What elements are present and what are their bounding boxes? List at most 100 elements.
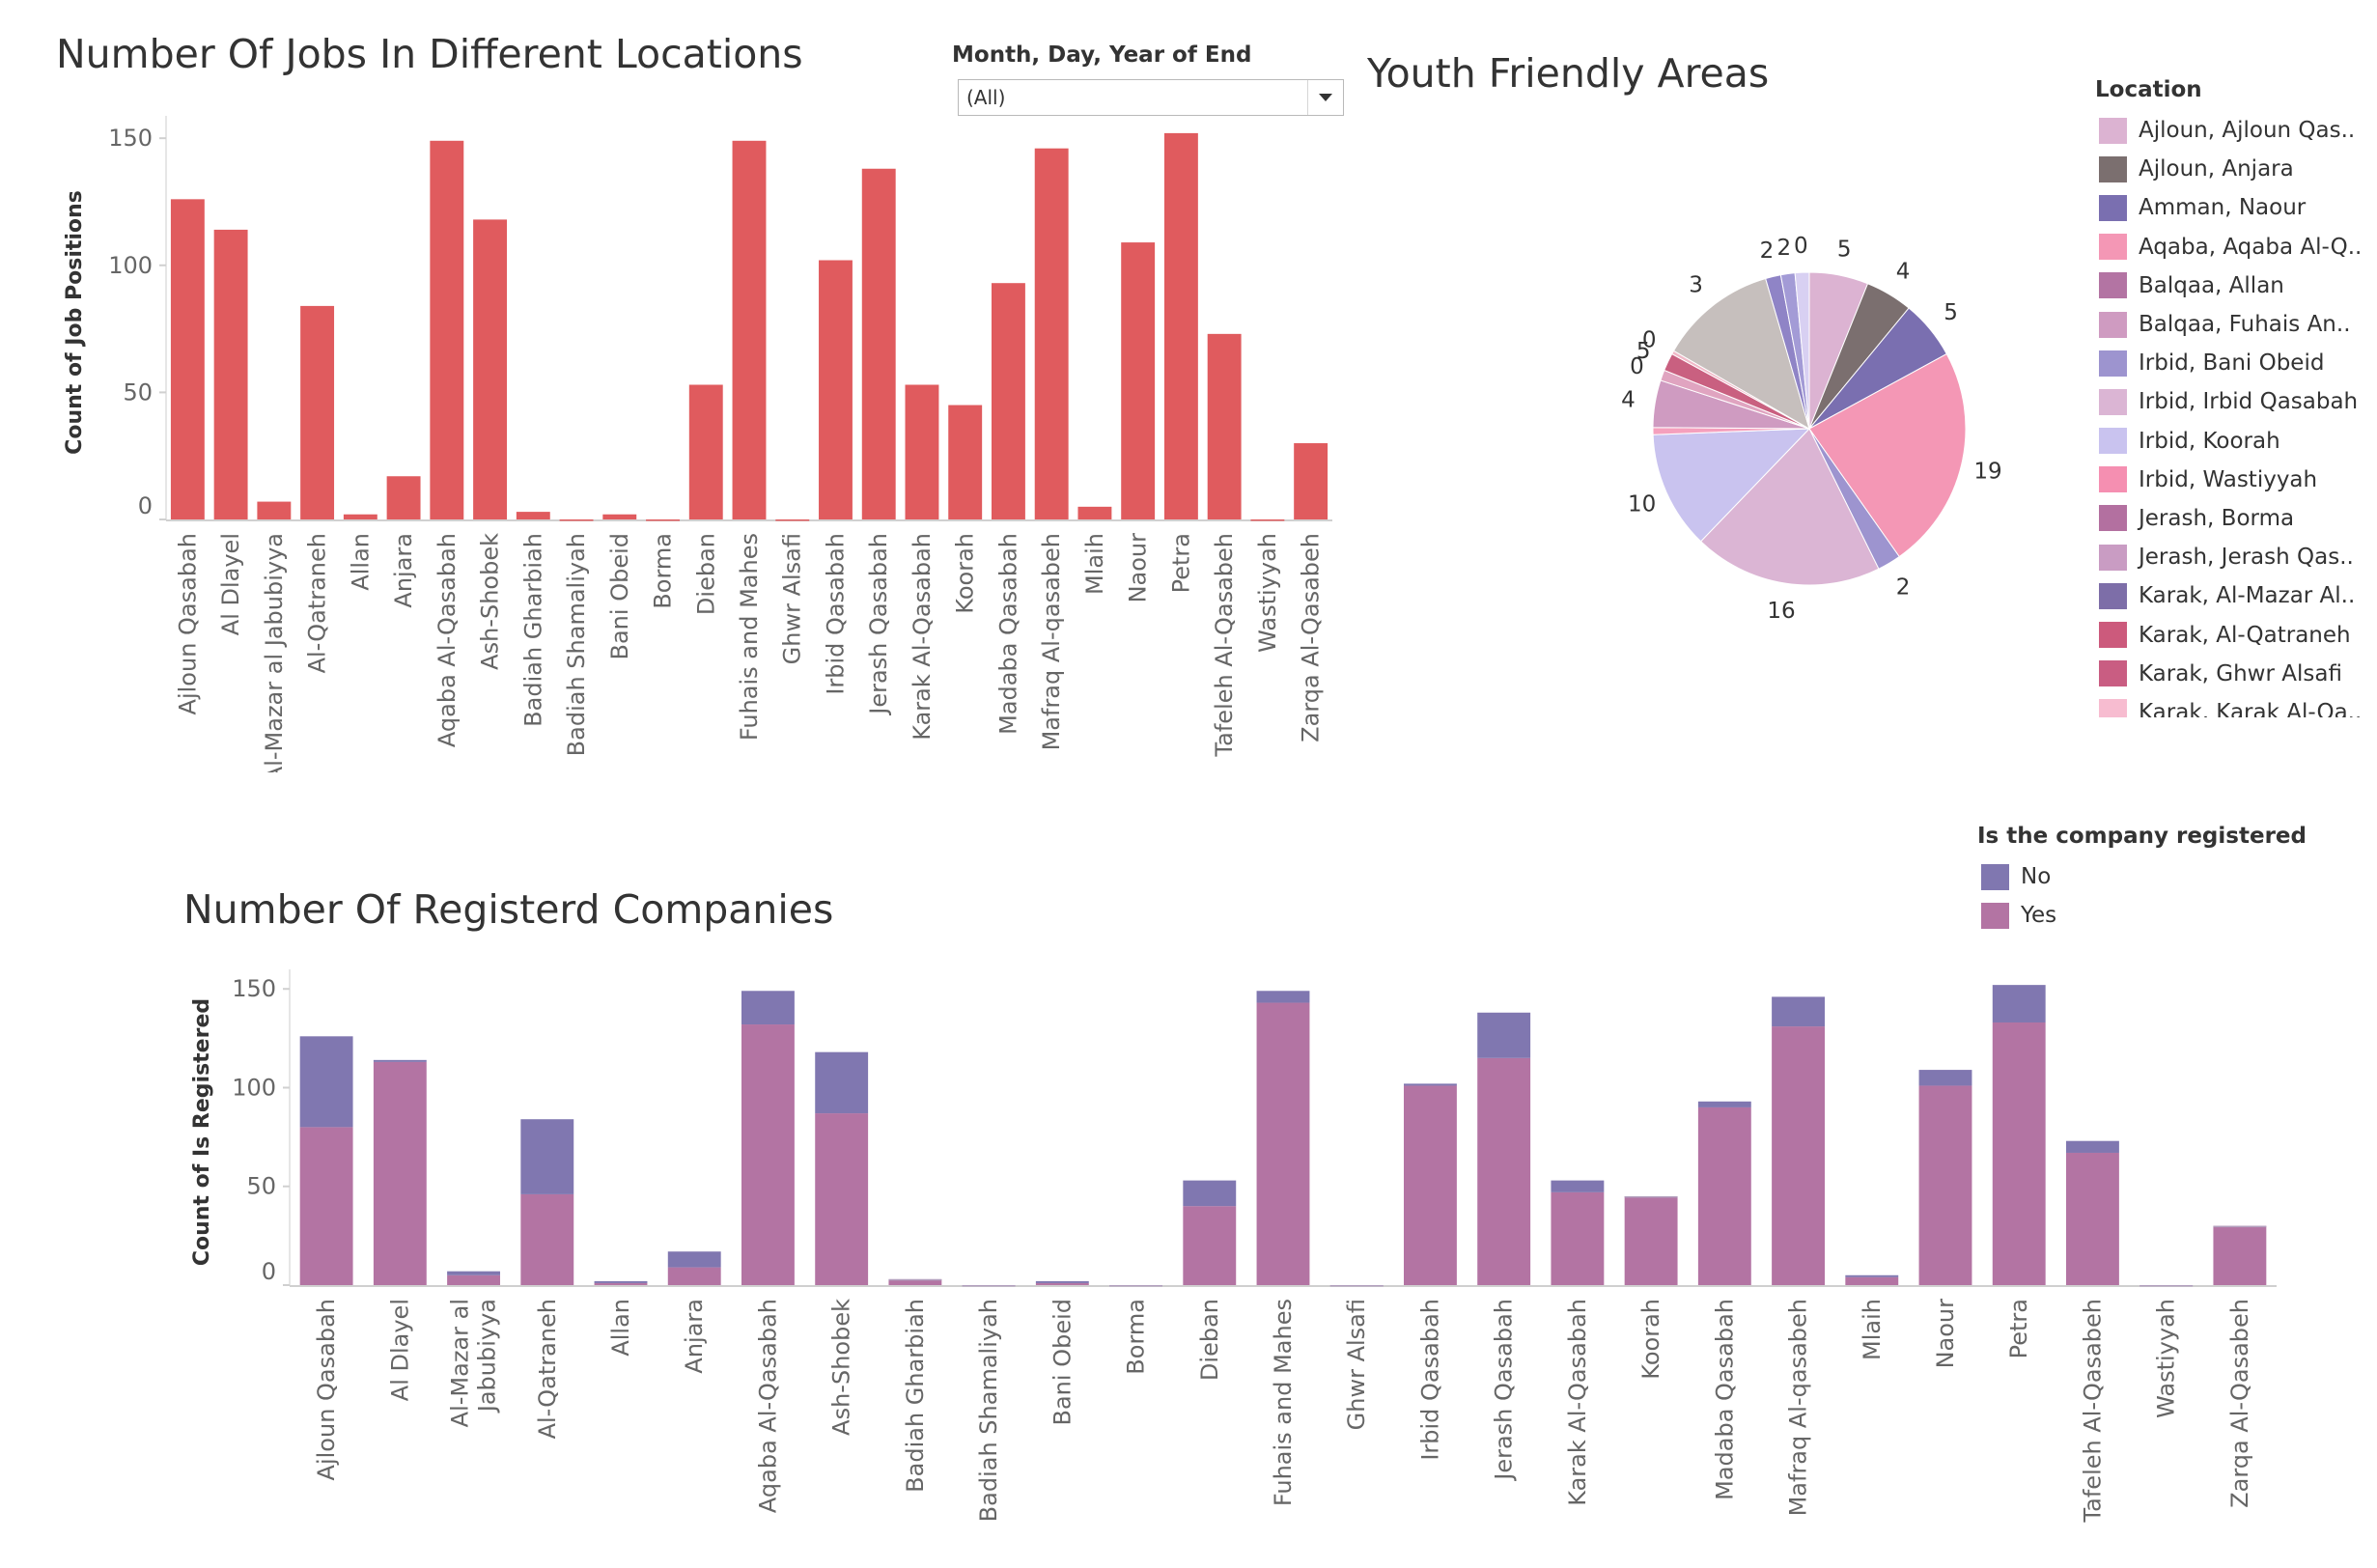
x-tick-label: Al-Mazar al Jabubiyya [261, 533, 288, 772]
legend-label: Ajloun, Anjara [2139, 156, 2294, 182]
date-filter-value: (All) [966, 86, 1006, 109]
jobs-chart-panel: Number Of Jobs In Different Locations 0 5… [0, 0, 1371, 772]
location-legend[interactable]: Ajloun, Ajloun Qas.. Ajloun, Anjara Amman,… [2099, 111, 2369, 717]
pie-slice-label: 2 [1760, 238, 1775, 264]
y-axis-title: Count of Job Positions [63, 190, 87, 455]
pie-slice-label: 5 [1636, 339, 1651, 364]
bar [1077, 506, 1112, 519]
bar-segment-no [1845, 1274, 1899, 1277]
x-tick-label: Anjara [390, 533, 417, 608]
legend-item[interactable]: Karak, Karak Al-Qa.. [2099, 693, 2369, 717]
bar-segment-yes [1256, 1002, 1310, 1285]
date-filter-dropdown[interactable]: (All) [958, 79, 1344, 116]
x-tick-label: Al-Qatraneh [534, 1299, 561, 1439]
y-tick-label: 0 [138, 492, 153, 519]
pie-slice-label: 4 [1896, 260, 1911, 285]
bar-segment-yes [962, 1285, 1016, 1287]
legend-label: Balqaa, Fuhais An.. [2139, 312, 2351, 338]
x-tick-label: Irbid Qasabah [822, 533, 849, 695]
bar-segment-yes [1183, 1206, 1237, 1285]
bar-segment-no [1035, 1280, 1089, 1283]
legend-swatch [2099, 155, 2127, 182]
bar-segment-no [1256, 991, 1310, 1003]
bar [1294, 443, 1328, 519]
pie-slice [1672, 277, 1810, 431]
legend-item[interactable]: Ajloun, Anjara [2099, 150, 2369, 188]
y-tick-label: 100 [232, 1074, 276, 1101]
x-tick-label: Tafeleh Al-Qasabeh [1211, 533, 1238, 758]
legend-item[interactable]: Balqaa, Allan [2099, 266, 2369, 305]
legend-swatch [2099, 544, 2127, 571]
legend-label: Jerash, Jerash Qas.. [2139, 545, 2354, 571]
date-filter-label: Month, Day, Year of End [952, 42, 1252, 68]
bar [559, 519, 594, 521]
legend-item-no[interactable]: No [1981, 857, 2271, 896]
x-tick-label: Borma [650, 533, 677, 609]
pie-slice-label: 0 [1642, 327, 1657, 352]
legend-label: Irbid, Irbid Qasabah [2139, 389, 2359, 415]
bar [991, 283, 1025, 519]
x-tick-label: Petra [1167, 533, 1194, 593]
y-axis-title: Count of Is Registered [190, 998, 214, 1266]
bar-segment-no [1624, 1195, 1678, 1198]
legend-item[interactable]: Karak, Al-Qatraneh [2099, 615, 2369, 654]
y-tick-label: 150 [108, 125, 153, 152]
x-tick-label: Wastiyyah [1254, 533, 1281, 653]
bar [905, 384, 939, 519]
x-tick-label: Bani Obeid [606, 533, 633, 659]
bar-segment-yes [1329, 1285, 1384, 1287]
bar-segment-yes [2139, 1285, 2194, 1287]
legend-item[interactable]: Karak, Ghwr Alsafi [2099, 655, 2369, 693]
x-tick-label: Al Dlayel [386, 1299, 413, 1401]
legend-item-yes[interactable]: Yes [1981, 896, 2271, 935]
bar-segment-no [1329, 1285, 1384, 1287]
bar [1034, 148, 1069, 520]
bar-segment-no [1477, 1012, 1531, 1058]
x-tick-label: Badiah Shamaliyah [975, 1299, 1002, 1522]
legend-item[interactable]: Karak, Al-Mazar Al.. [2099, 576, 2369, 615]
pie-slice-label: 5 [1837, 237, 1852, 262]
x-tick-label: Allan [347, 533, 374, 591]
pie-slice-label: 0 [1794, 234, 1808, 259]
legend-item[interactable]: Jerash, Borma [2099, 499, 2369, 538]
bar-segment-no [520, 1119, 574, 1194]
legend-item[interactable]: Aqaba, Aqaba Al-Q.. [2099, 228, 2369, 266]
registered-chart-title: Number Of Registerd Companies [183, 886, 834, 933]
legend-item[interactable]: Irbid, Koorah [2099, 422, 2369, 461]
bar-segment-no [1697, 1101, 1751, 1107]
legend-label: Karak, Karak Al-Qa.. [2139, 699, 2363, 717]
bar [213, 229, 248, 519]
chevron-down-icon[interactable] [1307, 80, 1343, 115]
jobs-bar-chart: 0 50 100 150 Count of Job Positions Ajloun Qa… [63, 116, 1332, 772]
legend-swatch [2099, 234, 2127, 261]
bar [688, 384, 723, 519]
legend-item[interactable]: Irbid, Irbid Qasabah [2099, 382, 2369, 421]
registered-legend[interactable]: No Yes [1981, 857, 2271, 935]
bar-segment-yes [2066, 1152, 2119, 1285]
bar-segment-no [667, 1251, 721, 1268]
bar-segment-no [373, 1059, 427, 1062]
legend-swatch [2099, 699, 2127, 717]
legend-item[interactable]: Amman, Naour [2099, 188, 2369, 227]
legend-label: Jerash, Borma [2139, 505, 2295, 531]
x-tick-label: Jerash Qasabah [1491, 1299, 1518, 1482]
bar [775, 519, 810, 521]
x-tick-label: Ash-Shobek [477, 533, 504, 670]
pie-slice-label: 16 [1767, 599, 1795, 624]
x-tick-label: Aqaba Al-Qasabah [433, 533, 461, 747]
legend-item[interactable]: Irbid, Bani Obeid [2099, 344, 2369, 382]
bar-segment-no [1183, 1180, 1237, 1207]
x-tick-label: Jabubiyya [474, 1299, 501, 1414]
jobs-chart-title: Number Of Jobs In Different Locations [56, 31, 803, 77]
legend-item[interactable]: Irbid, Wastiyyah [2099, 461, 2369, 499]
legend-item[interactable]: Jerash, Jerash Qas.. [2099, 538, 2369, 576]
x-tick-label: Anjara [681, 1299, 708, 1374]
legend-item[interactable]: Ajloun, Ajloun Qas.. [2099, 111, 2369, 150]
legend-label: Yes [2021, 903, 2057, 929]
x-tick-label: Koorah [1637, 1299, 1664, 1380]
x-tick-label: Karak Al-Qasabah [909, 533, 936, 741]
bar [1163, 132, 1198, 519]
pie-slice [1699, 428, 1880, 586]
legend-item[interactable]: Balqaa, Fuhais An.. [2099, 305, 2369, 344]
legend-swatch [2099, 194, 2127, 221]
